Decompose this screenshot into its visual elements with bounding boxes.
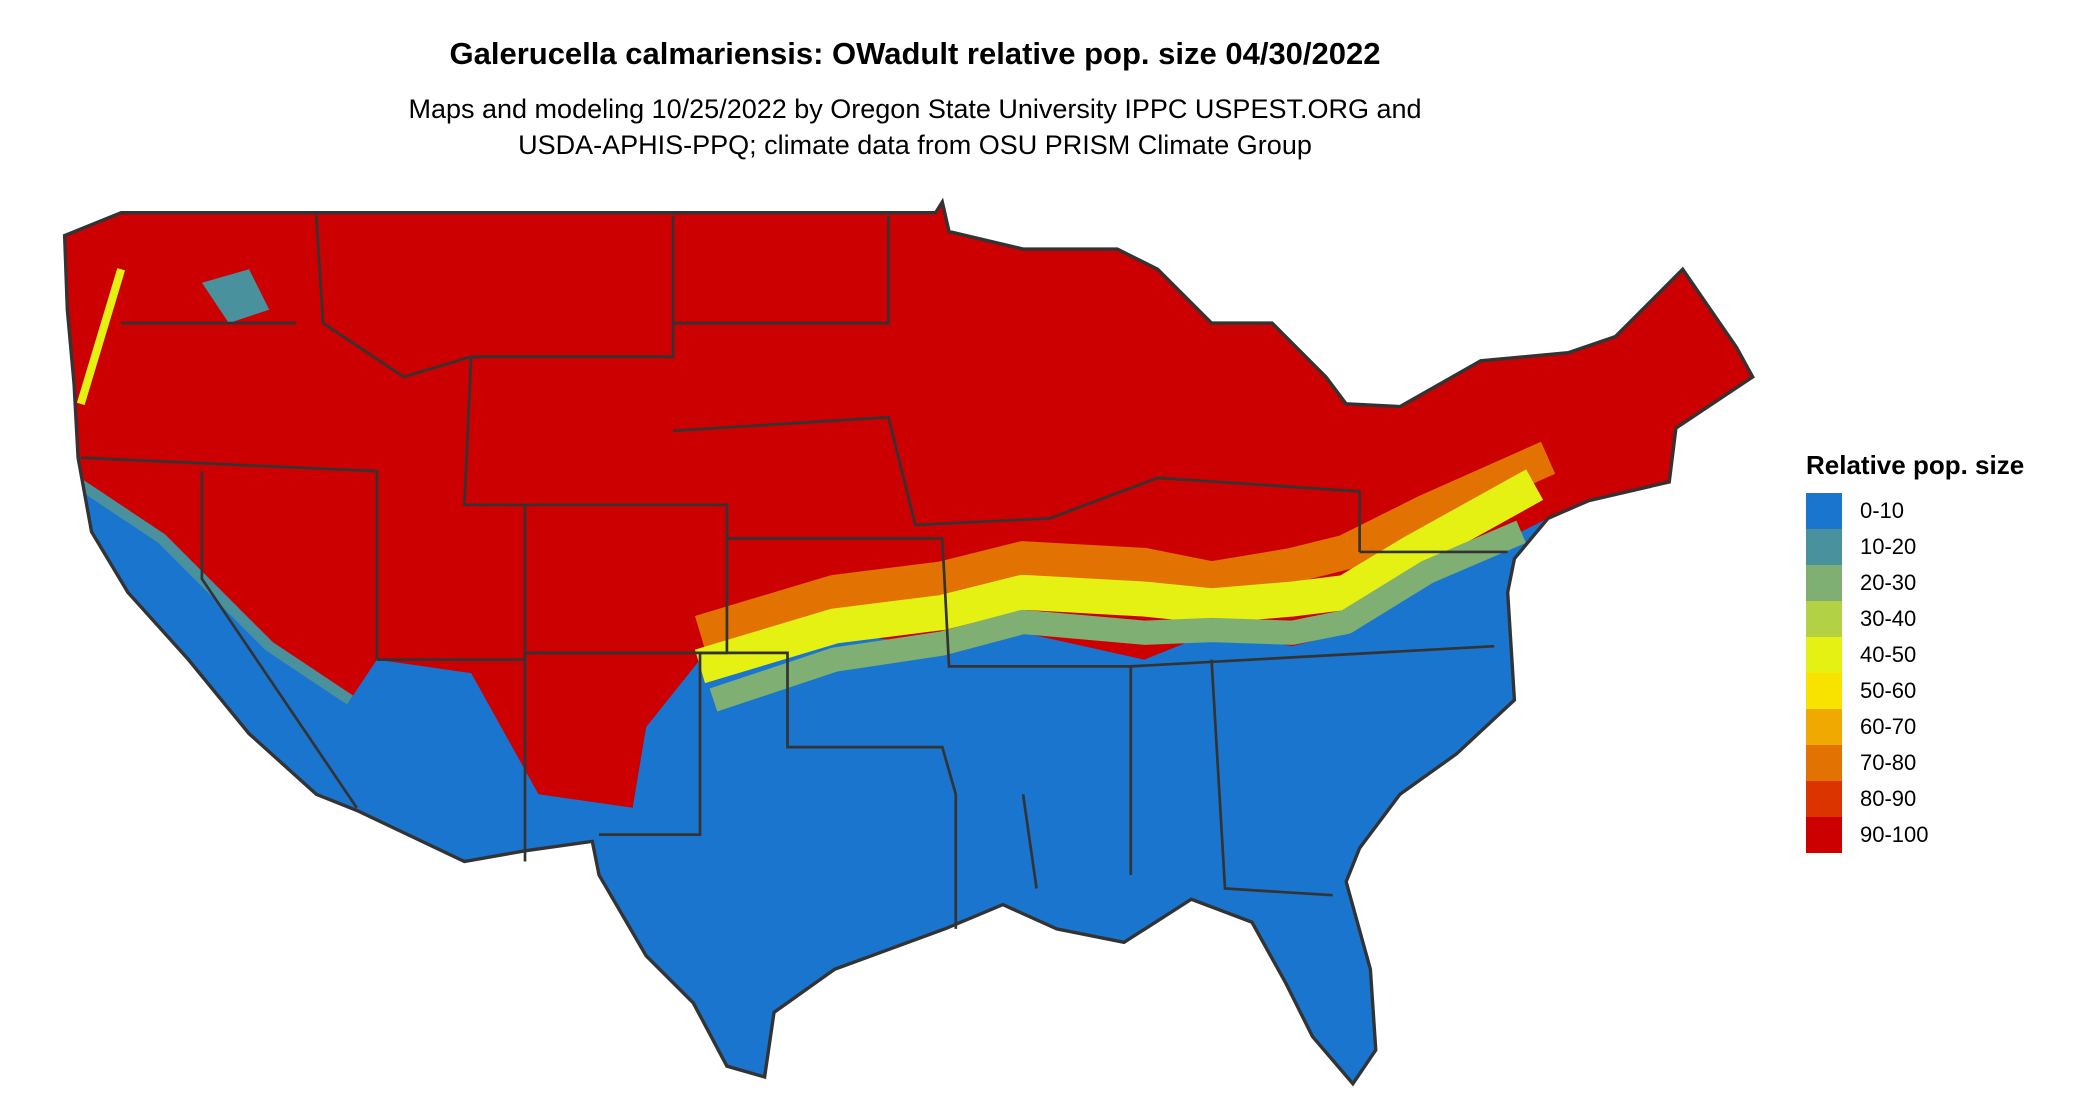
legend-swatch — [1806, 565, 1842, 601]
legend: Relative pop. size 0-10 10-20 20-30 30-40 40… — [1806, 450, 2024, 853]
legend-item: 10-20 — [1806, 529, 2024, 565]
legend-swatch — [1806, 637, 1842, 673]
map-subtitle-line-2: USDA-APHIS-PPQ; climate data from OSU PR… — [518, 130, 1312, 160]
legend-swatch — [1806, 817, 1842, 853]
legend-swatch — [1806, 601, 1842, 637]
legend-item: 40-50 — [1806, 637, 2024, 673]
legend-swatch — [1806, 529, 1842, 565]
legend-item: 90-100 — [1806, 817, 2024, 853]
legend-label: 20-30 — [1860, 570, 1917, 595]
legend-label: 80-90 — [1860, 786, 1917, 811]
legend-item: 30-40 — [1806, 601, 2024, 637]
band-west-yellow — [76, 268, 126, 406]
legend-label: 90-100 — [1860, 822, 1929, 847]
legend-label: 70-80 — [1860, 750, 1917, 775]
legend-item: 20-30 — [1806, 565, 2024, 601]
legend-swatch — [1806, 745, 1842, 781]
legend-label: 40-50 — [1860, 642, 1917, 667]
legend-swatch — [1806, 493, 1842, 529]
legend-label: 30-40 — [1860, 606, 1917, 631]
legend-title: Relative pop. size — [1806, 450, 2025, 480]
idaho-highland-patch — [201, 269, 270, 324]
legend-item: 50-60 — [1806, 673, 2024, 709]
map-title: Galerucella calmariensis: OWadult relati… — [449, 36, 1381, 71]
band-10-20 — [77, 480, 353, 705]
legend-label: 10-20 — [1860, 534, 1917, 559]
legend-item: 80-90 — [1806, 781, 2024, 817]
band-70-80 — [694, 441, 1556, 650]
legend-label: 60-70 — [1860, 714, 1917, 739]
legend-swatch — [1806, 781, 1842, 817]
legend-swatch — [1806, 709, 1842, 745]
legend-item: 60-70 — [1806, 709, 2024, 745]
legend-swatch — [1806, 673, 1842, 709]
band-20-30 — [709, 520, 1526, 712]
legend-label: 50-60 — [1860, 678, 1917, 703]
legend-label: 0-10 — [1860, 498, 1905, 523]
band-40-50 — [694, 469, 1544, 684]
map-subtitle-line-1: Maps and modeling 10/25/2022 by Oregon S… — [408, 94, 1422, 124]
legend-item: 70-80 — [1806, 745, 2024, 781]
legend-item: 0-10 — [1806, 493, 2024, 529]
state-borders — [80, 215, 1508, 929]
